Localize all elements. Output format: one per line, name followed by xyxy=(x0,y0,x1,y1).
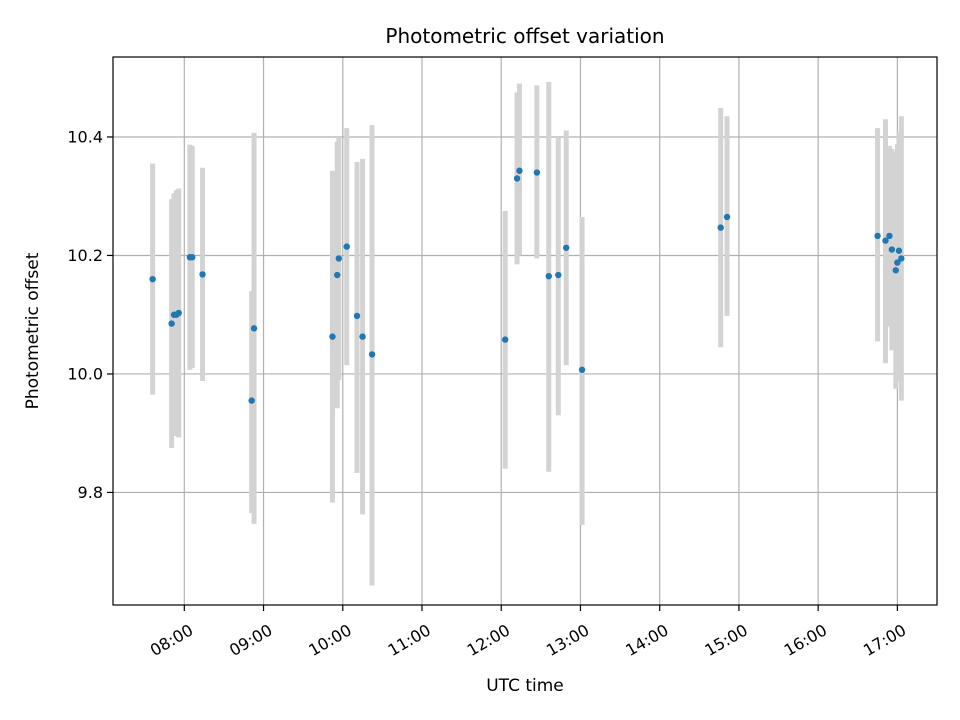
data-point xyxy=(563,244,570,251)
data-point xyxy=(882,237,889,244)
plot-frame xyxy=(112,56,938,606)
data-point xyxy=(248,397,255,404)
data-point xyxy=(533,169,541,176)
data-point xyxy=(149,275,156,283)
data-point xyxy=(353,312,361,320)
data-point xyxy=(874,232,881,240)
y-tick-label: 9.8 xyxy=(78,483,103,502)
data-point xyxy=(888,246,896,253)
y-axis-label: Photometric offset xyxy=(23,252,43,409)
data-point xyxy=(368,351,376,358)
x-axis-label: UTC time xyxy=(486,676,564,696)
data-point xyxy=(723,213,731,221)
data-point xyxy=(886,232,893,240)
data-point xyxy=(168,320,175,327)
data-point xyxy=(545,273,552,280)
y-tick-label: 10.0 xyxy=(67,364,103,383)
data-point xyxy=(175,309,182,317)
data-point xyxy=(894,259,901,266)
data-point xyxy=(359,333,366,340)
y-axis-ticks: 9.8 10.0 10.2 10.4 xyxy=(67,127,113,502)
data-point xyxy=(334,271,341,279)
y-tick-label: 10.4 xyxy=(67,127,103,146)
data-point xyxy=(578,366,586,374)
chart-title: Photometric offset variation xyxy=(385,24,664,48)
data-point xyxy=(717,224,724,231)
data-point xyxy=(199,271,206,278)
data-point xyxy=(895,247,903,254)
data-point xyxy=(335,255,343,262)
y-tick-label: 10.2 xyxy=(67,246,103,265)
data-point xyxy=(189,254,196,261)
data-point xyxy=(343,243,350,250)
data-points xyxy=(149,167,905,404)
data-point xyxy=(329,333,336,340)
data-point xyxy=(555,271,562,279)
data-point xyxy=(250,325,258,332)
data-point xyxy=(501,336,509,343)
data-point xyxy=(892,267,899,274)
data-point xyxy=(513,175,521,182)
data-point xyxy=(516,167,523,174)
data-point xyxy=(898,255,905,262)
